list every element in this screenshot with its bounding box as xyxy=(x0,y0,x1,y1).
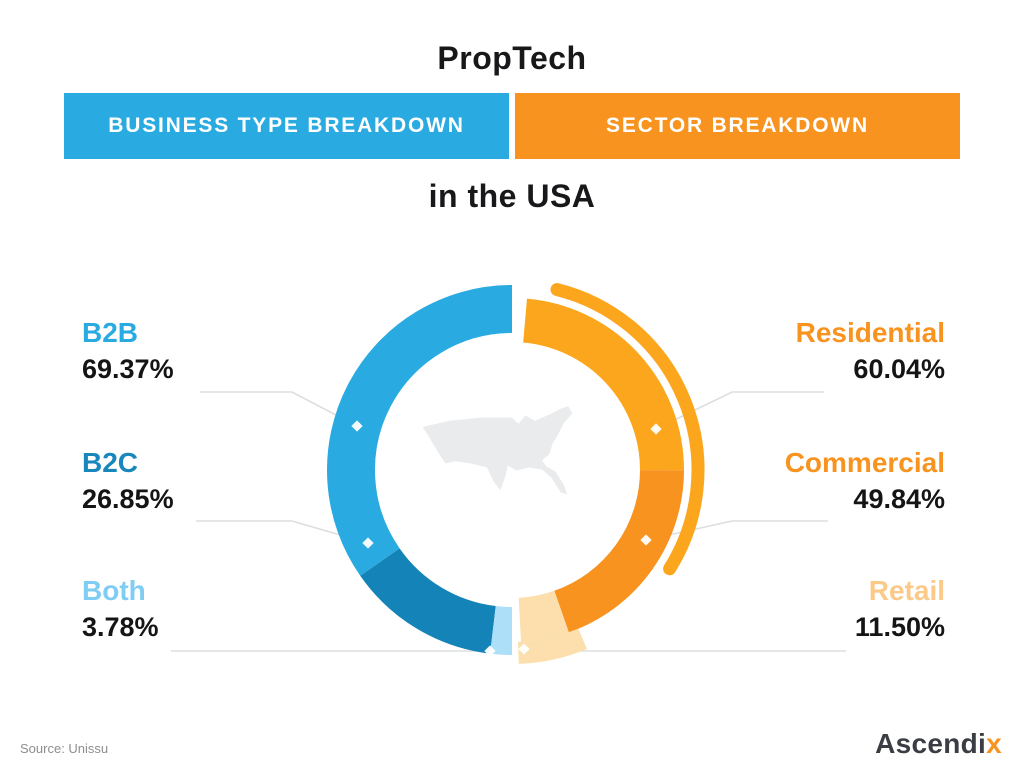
segment-retail xyxy=(518,590,569,642)
legend-b2c-name: B2C xyxy=(82,447,139,478)
legend-b2c-value: 26.85% xyxy=(82,483,174,514)
brand-accent-letter: x xyxy=(986,728,1002,759)
usa-map-icon xyxy=(422,406,573,495)
diamond-marker xyxy=(650,423,662,435)
page-title: PropTech xyxy=(437,40,587,76)
legend-retail-name: Retail xyxy=(868,575,945,606)
segment-b2b xyxy=(327,285,513,576)
diamond-marker xyxy=(484,645,496,657)
leader-line xyxy=(655,391,824,430)
legend-retail: Retail 11.50% xyxy=(685,575,945,642)
legend-residential-value: 60.04% xyxy=(853,353,945,384)
legend-residential: Residential 60.04% xyxy=(685,317,945,384)
legend-both-value: 3.78% xyxy=(82,611,159,642)
segment-commercial xyxy=(553,469,684,633)
brand-logo: Ascendix xyxy=(875,728,1002,760)
brand-text: Ascendi xyxy=(875,728,987,759)
diamond-marker xyxy=(640,534,652,546)
legend-commercial-name: Commercial xyxy=(784,447,945,478)
diamond-marker xyxy=(518,643,530,655)
source-note: Source: Unissu xyxy=(20,741,109,756)
legend-both-name: Both xyxy=(82,575,146,606)
tab-business-type-breakdown[interactable]: BUSINESS TYPE BREAKDOWN xyxy=(64,93,509,159)
legend-retail-value: 11.50% xyxy=(854,611,945,642)
segment-both xyxy=(490,605,513,655)
legend-commercial-value: 49.84% xyxy=(853,483,945,514)
legend-b2b-value: 69.37% xyxy=(82,353,174,384)
diamond-marker xyxy=(351,420,363,432)
legend-b2b-name: B2B xyxy=(82,317,139,348)
leader-line xyxy=(645,520,828,541)
diamond-marker xyxy=(362,537,374,549)
legend-b2c: B2C 26.85% xyxy=(82,447,342,514)
segment-residential xyxy=(522,298,685,471)
leader-line xyxy=(200,391,358,427)
breakdown-tabs: BUSINESS TYPE BREAKDOWN SECTOR BREAKDOWN xyxy=(64,93,960,159)
echo-arc-residential xyxy=(550,283,705,576)
page-subtitle: in the USA xyxy=(428,178,596,214)
legend-b2b: B2B 69.37% xyxy=(82,317,342,384)
legend-residential-name: Residential xyxy=(795,317,945,348)
legend-both: Both 3.78% xyxy=(82,575,342,642)
tab-sector-breakdown[interactable]: SECTOR BREAKDOWN xyxy=(515,93,960,159)
legend-commercial: Commercial 49.84% xyxy=(685,447,945,514)
segment-b2c xyxy=(360,547,497,654)
